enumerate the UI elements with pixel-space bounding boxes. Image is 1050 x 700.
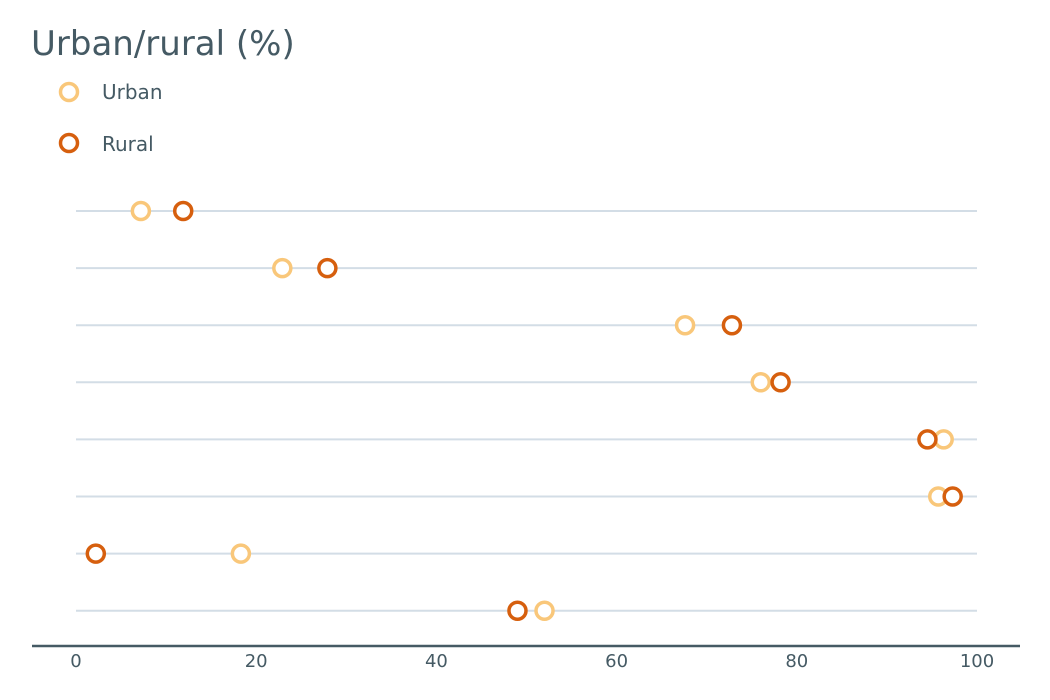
legend: Urban Rural [61, 80, 163, 156]
x-tick-label: 60 [605, 651, 628, 672]
x-tick-label: 40 [425, 651, 448, 672]
point-rural-6 [87, 545, 104, 562]
point-urban-1 [274, 260, 291, 277]
legend-marker-rural [61, 135, 78, 152]
legend-item-urban: Urban [61, 80, 163, 104]
point-rural-7 [509, 602, 526, 619]
x-tick-label: 0 [70, 651, 81, 672]
point-urban-2 [677, 317, 694, 334]
legend-marker-urban [61, 84, 78, 101]
point-rural-1 [319, 260, 336, 277]
x-tick-label: 100 [960, 651, 994, 672]
point-urban-6 [232, 545, 249, 562]
point-urban-7 [536, 602, 553, 619]
legend-item-rural: Rural [61, 132, 154, 156]
point-rural-4 [919, 431, 936, 448]
x-tick-label: 80 [785, 651, 808, 672]
point-rural-2 [723, 317, 740, 334]
legend-label-urban: Urban [102, 80, 163, 104]
data-points [87, 203, 961, 620]
row-gridlines [76, 211, 977, 611]
point-rural-5 [944, 488, 961, 505]
chart-title: Urban/rural (%) [31, 24, 295, 64]
point-urban-0 [132, 203, 149, 220]
point-urban-3 [752, 374, 769, 391]
point-rural-3 [772, 374, 789, 391]
x-tick-label: 20 [245, 651, 268, 672]
point-urban-4 [935, 431, 952, 448]
point-rural-0 [175, 203, 192, 220]
x-axis-tick-labels: 0 20 40 60 80 100 [70, 651, 994, 672]
legend-label-rural: Rural [102, 132, 154, 156]
